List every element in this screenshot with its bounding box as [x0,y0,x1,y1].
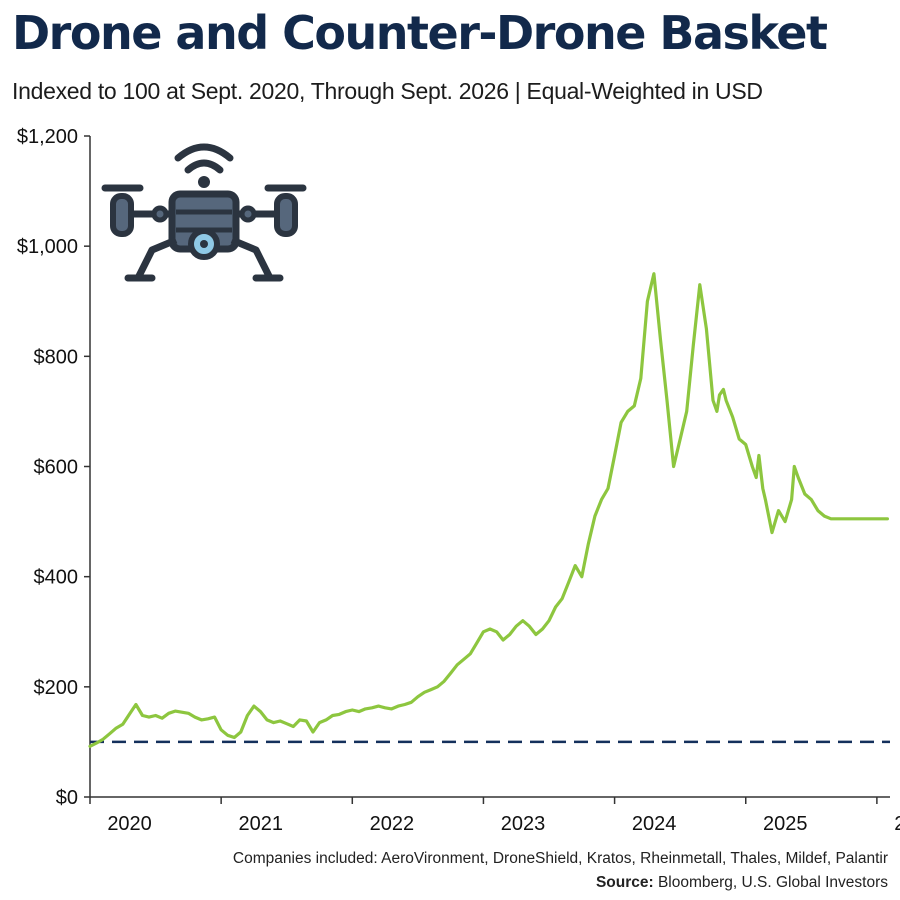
basket-index-line [88,272,890,748]
x-tick-label: 2024 [632,813,677,835]
x-tick-label: 2020 [107,813,152,835]
x-tick-label: 2026 [894,813,900,835]
y-tick-label: $600 [34,457,79,479]
source-note: Source: Bloomberg, U.S. Global Investors [596,874,888,892]
companies-note: Companies included: AeroVironment, Drone… [232,850,888,867]
chart-subtitle: Indexed to 100 at Sept. 2020, Through Se… [12,78,763,104]
y-tick-label: $0 [56,787,78,809]
y-tick-label: $400 [34,567,79,589]
y-tick-label: $1,000 [17,236,78,258]
x-tick-label: 2023 [501,813,546,835]
x-tick-label: 2022 [370,813,415,835]
drone-icon [101,143,307,282]
source-label: Source: [595,874,654,891]
x-tick-label: 2021 [238,813,283,835]
y-tick-label: $800 [34,346,79,368]
x-tick-label: 2025 [763,813,808,835]
source-text: Bloomberg, U.S. Global Investors [657,874,888,891]
y-tick-label: $1,200 [17,126,78,148]
chart-title: Drone and Counter-Drone Basket [12,6,828,60]
line-chart: $0 $200 $400 $600 $800 $1,000 $1,200 2020 2021 20… [17,126,900,835]
y-tick-label: $200 [34,677,79,699]
